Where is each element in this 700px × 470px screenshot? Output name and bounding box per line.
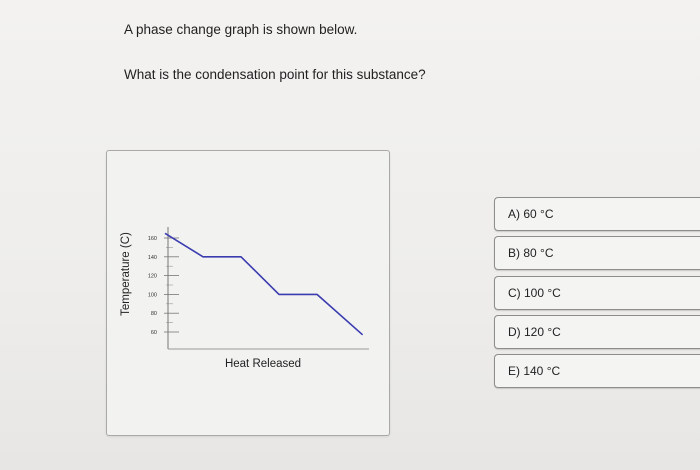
chart-figure: Temperature (C) Heat Released 160 140 120 1… [106,150,390,436]
question-text: What is the condensation point for this … [124,67,426,82]
temperature-series-line [164,232,364,336]
choice-a[interactable]: A) 60 °C [494,197,700,231]
y-axis-label: Temperature (C) [120,232,132,316]
choice-c[interactable]: C) 100 °C [494,276,700,310]
choice-e[interactable]: E) 140 °C [494,354,700,388]
question-prompt: A phase change graph is shown below. [124,22,358,37]
y-tick-label: 140 [148,255,157,261]
choice-d[interactable]: D) 120 °C [494,315,700,349]
y-tick-label: 120 [148,274,157,280]
y-tick-label: 60 [151,330,157,336]
choice-b[interactable]: B) 80 °C [494,236,700,270]
y-tick-label: 160 [148,236,157,242]
y-tick-label: 80 [151,311,157,317]
y-tick-label: 100 [148,292,157,298]
phase-change-chart: Temperature (C) Heat Released 160 140 120 1… [120,227,369,370]
x-axis-label: Heat Released [225,358,301,370]
